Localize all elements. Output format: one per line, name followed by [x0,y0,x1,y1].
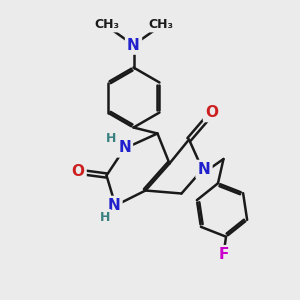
Text: N: N [127,38,140,52]
Text: H: H [106,131,116,145]
Text: CH₃: CH₃ [148,17,173,31]
Text: N: N [198,162,210,177]
Text: O: O [205,105,218,120]
Text: O: O [71,164,85,178]
Text: N: N [108,198,120,213]
Text: F: F [219,247,229,262]
Text: H: H [100,211,110,224]
Text: CH₃: CH₃ [94,17,119,31]
Text: N: N [118,140,131,155]
